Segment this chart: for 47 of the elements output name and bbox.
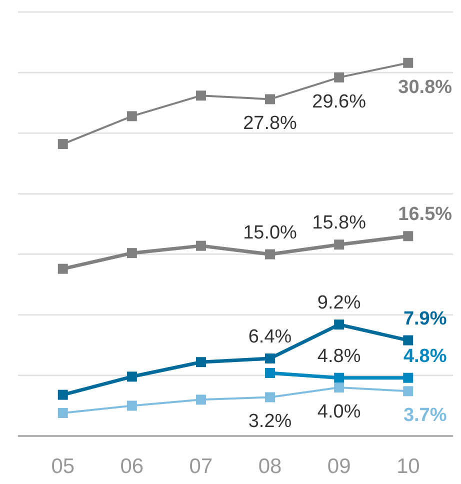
data-label: 29.6% (312, 91, 366, 112)
point (403, 58, 414, 68)
x-tick-label: 06 (120, 454, 144, 478)
point (196, 394, 206, 405)
data-label: 4.8% (317, 346, 361, 367)
point (403, 386, 414, 396)
data-label: 4.8% (403, 346, 447, 367)
x-tick-label: 08 (258, 454, 282, 478)
point (58, 408, 68, 418)
data-label: 15.8% (312, 212, 366, 234)
point (196, 90, 206, 101)
point (58, 390, 68, 400)
data-label: 16.5% (398, 204, 452, 226)
point (126, 111, 137, 122)
point (265, 368, 276, 378)
x-tick-label: 05 (51, 454, 75, 478)
point (403, 372, 414, 383)
point (334, 240, 344, 250)
point (58, 264, 68, 274)
point (126, 248, 137, 258)
data-label: 9.2% (317, 292, 361, 314)
point (265, 249, 276, 260)
x-tick-label: 07 (189, 454, 213, 478)
data-label: 27.8% (243, 113, 298, 134)
point (126, 372, 137, 382)
point (265, 94, 276, 104)
point (126, 400, 137, 411)
point (334, 372, 344, 383)
point (334, 320, 344, 330)
point (334, 72, 344, 82)
point (403, 335, 414, 346)
point (334, 382, 344, 393)
data-label: 30.8% (398, 76, 452, 98)
data-label: 4.0% (317, 402, 361, 423)
x-tick-label: 10 (396, 454, 420, 478)
point (196, 240, 206, 251)
data-label: 7.9% (403, 308, 447, 330)
point (265, 353, 276, 364)
data-label: 15.0% (243, 222, 298, 244)
data-label: 3.7% (403, 405, 447, 426)
data-label: 3.2% (248, 411, 292, 432)
x-tick-label: 09 (327, 454, 351, 478)
point (196, 357, 206, 368)
point (403, 231, 414, 242)
data-label: 6.4% (248, 326, 292, 348)
point (58, 139, 68, 150)
point (265, 392, 276, 402)
